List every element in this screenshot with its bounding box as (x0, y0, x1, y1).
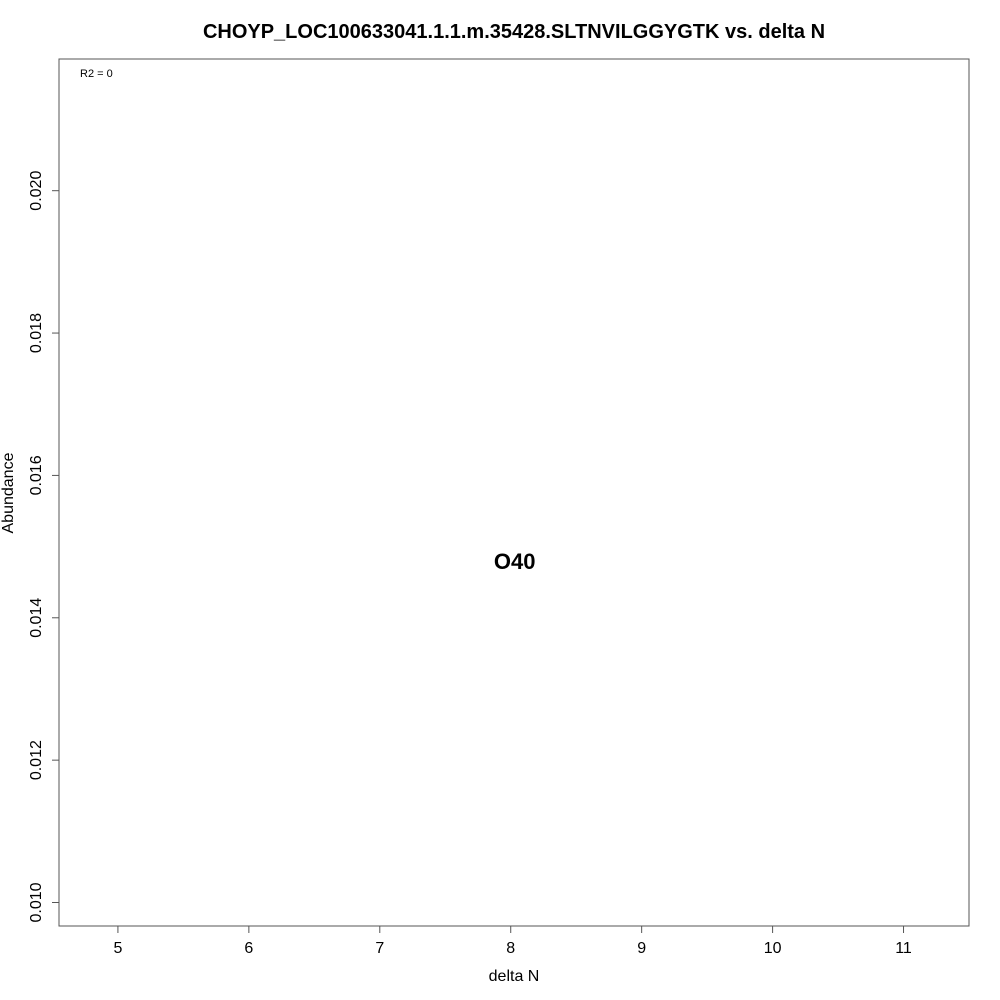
chart-title: CHOYP_LOC100633041.1.1.m.35428.SLTNVILGG… (203, 21, 825, 43)
y-tick-label: 0.020 (28, 171, 45, 211)
y-tick-label: 0.014 (28, 598, 45, 638)
y-tick-label: 0.018 (28, 313, 45, 353)
y-tick-label: 0.012 (28, 740, 45, 780)
x-axis: 5 6 7 8 9 10 11 (113, 926, 912, 957)
data-points: O40 (494, 549, 536, 574)
y-tick-label: 0.010 (28, 882, 45, 922)
x-tick-label: 9 (637, 940, 646, 957)
plot-frame (58, 58, 970, 927)
y-tick-label: 0.016 (28, 455, 45, 495)
x-tick-label: 10 (764, 940, 782, 957)
x-tick-label: 8 (506, 940, 515, 957)
y-axis-label: Abundance (0, 452, 17, 533)
x-tick-label: 6 (244, 940, 253, 957)
r2-annotation: R2 = 0 (80, 68, 113, 80)
y-axis: 0.010 0.012 0.014 0.016 0.018 0.020 (28, 171, 59, 923)
point-label: O40 (494, 549, 536, 574)
x-tick-label: 11 (895, 940, 912, 957)
x-tick-label: 5 (113, 940, 122, 957)
x-tick-label: 7 (375, 940, 384, 957)
x-axis-label: delta N (489, 968, 540, 985)
